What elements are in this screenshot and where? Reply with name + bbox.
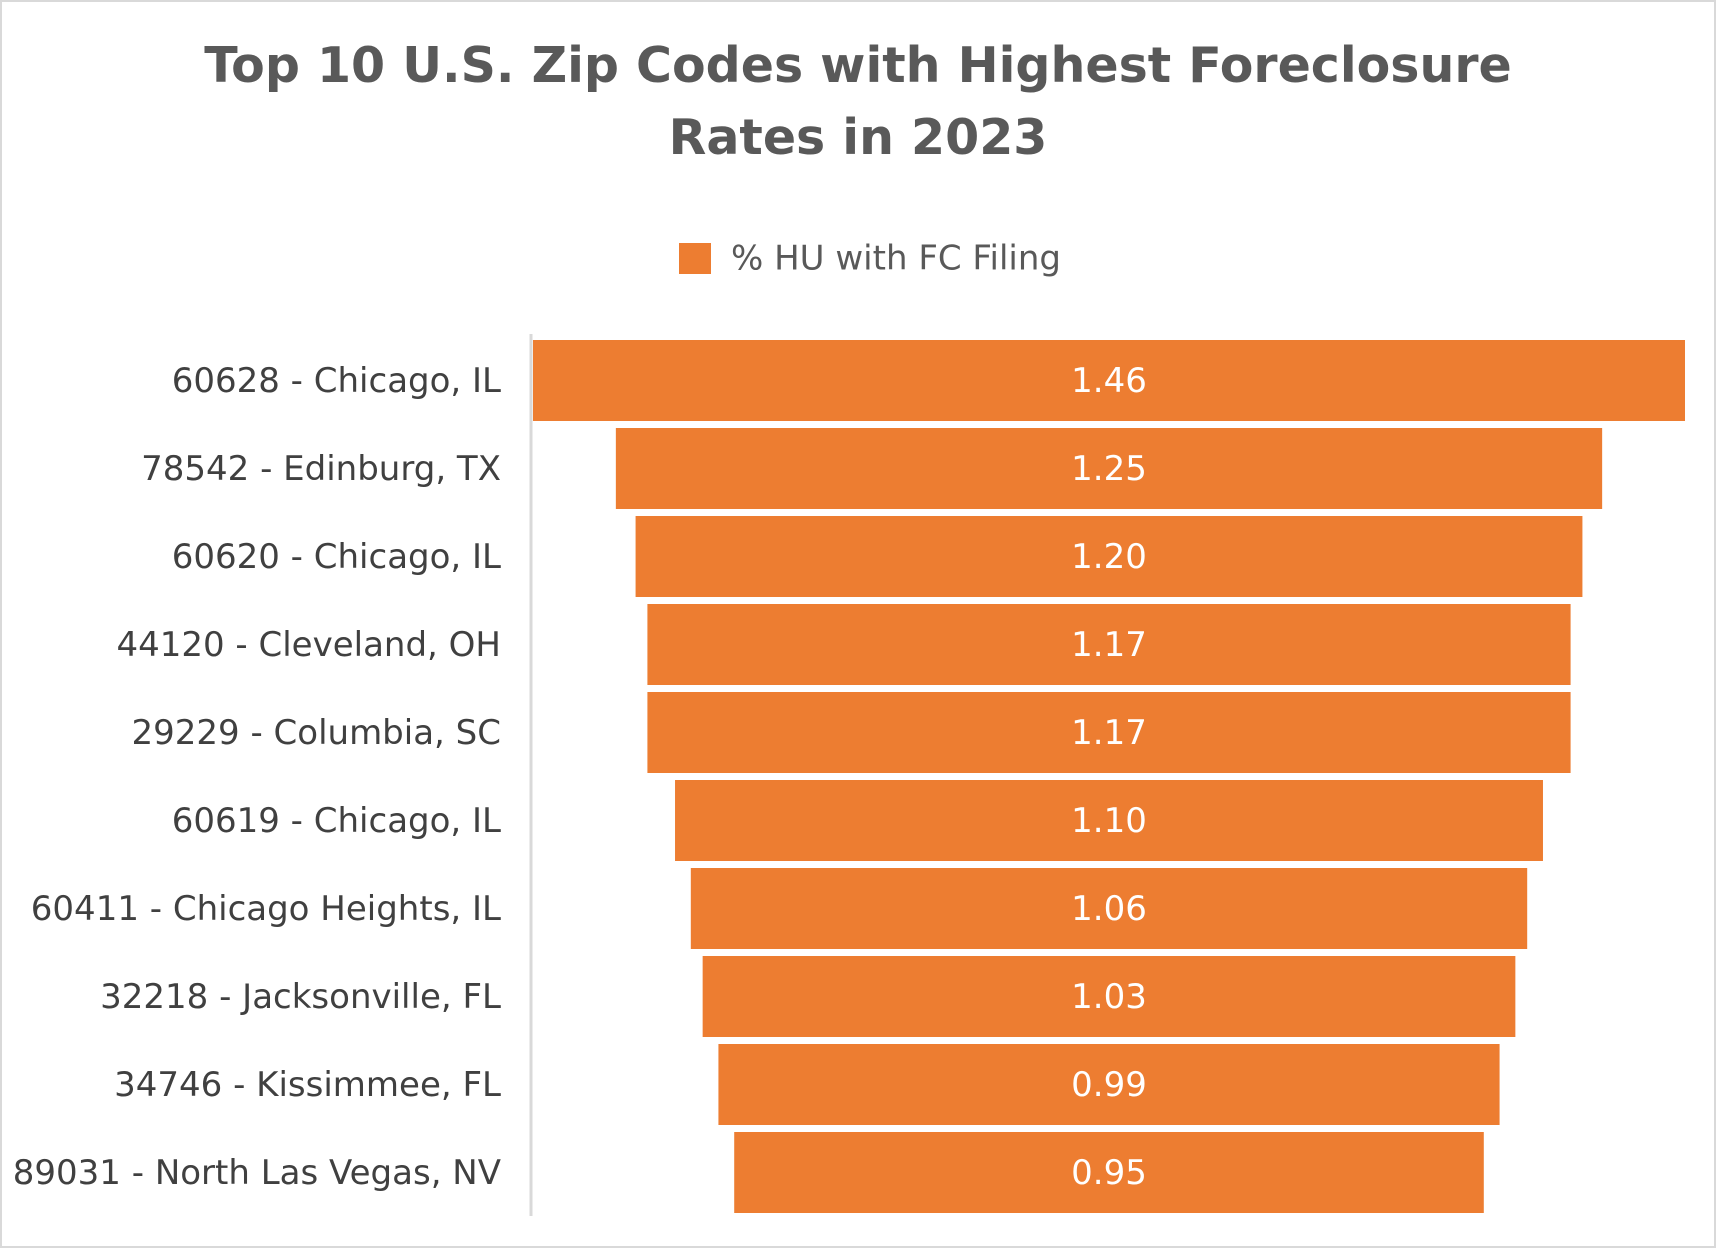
category-label: 60619 - Chicago, IL (172, 801, 501, 841)
category-label: 60628 - Chicago, IL (172, 361, 501, 401)
bar (635, 516, 1583, 597)
chart-title: Top 10 U.S. Zip Codes with Highest Forec… (204, 37, 1512, 166)
category-label: 60411 - Chicago Heights, IL (31, 889, 501, 929)
bar (718, 1044, 1500, 1125)
value-label: 1.17 (1071, 625, 1147, 665)
value-label: 1.10 (1071, 801, 1147, 841)
category-label: 89031 - North Las Vegas, NV (13, 1153, 501, 1193)
legend-swatch (679, 243, 711, 274)
bar (647, 604, 1571, 685)
bar (734, 1132, 1484, 1213)
category-label: 29229 - Columbia, SC (131, 713, 501, 753)
value-label: 1.25 (1071, 449, 1147, 489)
category-label: 34746 - Kissimmee, FL (114, 1065, 501, 1105)
bar (690, 868, 1528, 949)
value-label: 1.20 (1071, 537, 1147, 577)
category-label: 78542 - Edinburg, TX (141, 449, 501, 489)
value-label: 0.95 (1071, 1153, 1147, 1193)
value-label: 1.06 (1071, 889, 1147, 929)
value-label: 1.46 (1071, 361, 1147, 401)
category-label: 60620 - Chicago, IL (172, 537, 501, 577)
bar (675, 780, 1543, 861)
bar (702, 956, 1516, 1037)
value-label: 0.99 (1071, 1065, 1147, 1105)
legend-label: % HU with FC Filing (731, 239, 1061, 279)
category-label: 44120 - Cleveland, OH (116, 625, 501, 665)
bar (647, 692, 1571, 773)
category-label: 32218 - Jacksonville, FL (100, 977, 501, 1017)
bar (533, 340, 1685, 421)
value-label: 1.17 (1071, 713, 1147, 753)
value-label: 1.03 (1071, 977, 1147, 1017)
bar (615, 428, 1603, 509)
